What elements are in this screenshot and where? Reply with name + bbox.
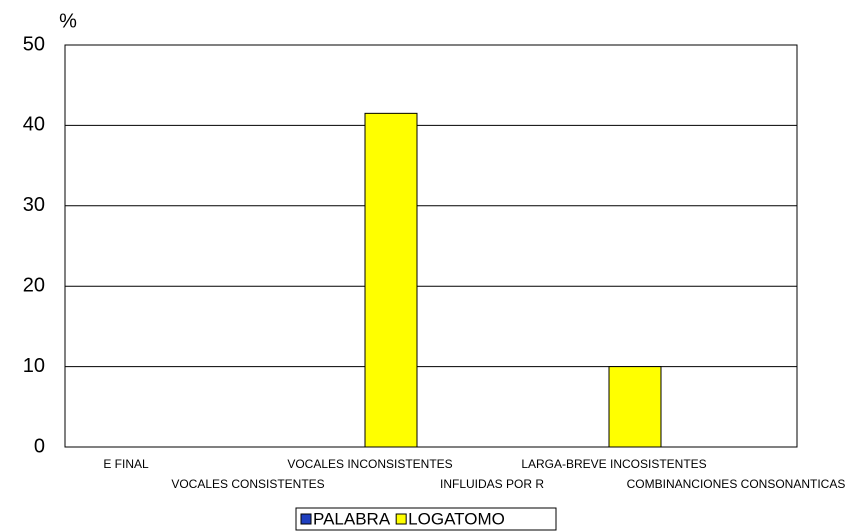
x-tick-label: VOCALES CONSISTENTES: [171, 477, 324, 491]
x-tick-label: LARGA-BREVE INCOSISTENTES: [521, 457, 706, 471]
x-tick-label: VOCALES INCONSISTENTES: [287, 457, 452, 471]
x-tick-label: COMBINANCIONES CONSONANTICAS: [627, 477, 846, 491]
bar: [608, 366, 662, 448]
legend-swatch: [300, 513, 312, 525]
legend-frame: [295, 507, 557, 531]
bar: [364, 112, 418, 448]
x-tick-label: INFLUIDAS POR R: [440, 477, 544, 491]
y-tick-label: 40: [23, 114, 45, 136]
legend-label: PALABRA: [313, 509, 391, 528]
legend: PALABRA LOGATOMO: [295, 507, 557, 531]
y-tick-label: 0: [34, 435, 45, 457]
legend-label: LOGATOMO: [408, 509, 505, 528]
y-tick-label: 10: [23, 355, 45, 377]
y-tick-label: 50: [23, 33, 45, 55]
legend-swatch: [395, 513, 407, 525]
y-tick-label: 30: [23, 194, 45, 216]
y-tick-label: 20: [23, 274, 45, 296]
plot-frame: [64, 44, 798, 448]
y-axis-label: %: [59, 10, 77, 32]
x-tick-label: E FINAL: [103, 457, 149, 471]
